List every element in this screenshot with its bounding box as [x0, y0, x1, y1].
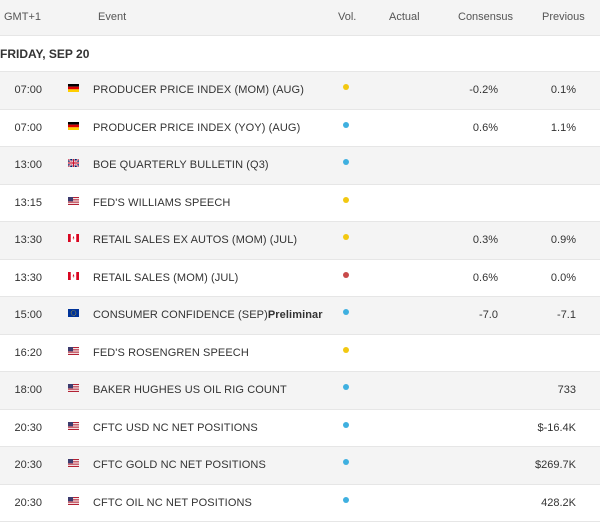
uk-flag: [68, 159, 79, 167]
event-name[interactable]: CONSUMER CONFIDENCE (SEP)Preliminar: [93, 309, 323, 321]
event-title: PRODUCER PRICE INDEX (MOM) (AUG): [93, 84, 304, 96]
volatility-low-icon: [343, 384, 349, 390]
header-vol: Vol.: [338, 11, 357, 23]
event-name[interactable]: RETAIL SALES EX AUTOS (MOM) (JUL): [93, 234, 297, 246]
date-group-header: FRIDAY, SEP 20: [0, 36, 600, 72]
table-row[interactable]: 13:15 FED'S WILLIAMS SPEECH: [0, 184, 600, 222]
table-row[interactable]: 15:00 CONSUMER CONFIDENCE (SEP)Preliminar…: [0, 297, 600, 335]
volatility-low-icon: [343, 421, 349, 428]
us-flag: [68, 421, 79, 430]
us-flag: [68, 384, 79, 392]
event-time: 07:00: [14, 121, 42, 134]
event-title: BOE QUARTERLY BULLETIN (Q3): [93, 159, 269, 171]
volatility-medium-icon: [343, 234, 349, 240]
event-name[interactable]: CFTC GOLD NC NET POSITIONS: [93, 459, 266, 471]
consensus-value: 0.3%: [472, 234, 498, 246]
date-label: FRIDAY, SEP 20: [0, 47, 90, 61]
eu-flag: [68, 309, 79, 317]
event-name[interactable]: PRODUCER PRICE INDEX (YOY) (AUG): [93, 122, 300, 134]
header-actual: Actual: [389, 11, 420, 23]
event-name[interactable]: BOE QUARTERLY BULLETIN (Q3): [93, 159, 269, 171]
event-title: CFTC OIL NC NET POSITIONS: [93, 496, 252, 509]
volatility-medium-icon: [343, 346, 349, 353]
event-title: CONSUMER CONFIDENCE (SEP): [93, 309, 268, 321]
header-timezone[interactable]: GMT+1: [4, 11, 41, 23]
table-row[interactable]: 20:30 CFTC OIL NC NET POSITIONS 428.2K: [0, 484, 600, 522]
event-time: 13:00: [14, 159, 42, 171]
previous-value: 0.9%: [550, 234, 576, 246]
previous-value: 428.2K: [541, 496, 576, 509]
canada-flag: [68, 271, 79, 280]
event-name[interactable]: CFTC USD NC NET POSITIONS: [93, 422, 258, 434]
previous-value: 733: [557, 384, 576, 396]
event-title: RETAIL SALES (MOM) (JUL): [93, 271, 239, 284]
germany-flag: [68, 84, 79, 92]
previous-value: 0.1%: [550, 84, 576, 96]
us-flag: [68, 496, 79, 505]
table-row[interactable]: 07:00 PRODUCER PRICE INDEX (MOM) (AUG) -0.…: [0, 72, 600, 110]
event-time: 15:00: [14, 309, 42, 321]
previous-value: -7.1: [557, 309, 576, 321]
event-time: 16:20: [14, 346, 42, 359]
header-consensus: Consensus: [458, 11, 514, 23]
consensus-value: 0.6%: [472, 271, 498, 284]
event-suffix: Preliminar: [267, 309, 323, 321]
table-row[interactable]: 13:30 RETAIL SALES (MOM) (JUL) 0.6% 0.0%: [0, 259, 600, 297]
previous-value: $269.7K: [535, 459, 576, 471]
volatility-low-icon: [343, 309, 349, 315]
event-time: 20:30: [14, 459, 42, 471]
consensus-value: -0.2%: [469, 84, 498, 96]
volatility-medium-icon: [343, 196, 349, 203]
us-flag: [68, 346, 79, 355]
previous-value: 0.0%: [550, 271, 576, 284]
event-title: FED'S ROSENGREN SPEECH: [93, 346, 249, 359]
table-row[interactable]: 07:00 PRODUCER PRICE INDEX (YOY) (AUG) 0.6…: [0, 109, 600, 147]
canada-flag: [68, 234, 79, 242]
event-title: CFTC USD NC NET POSITIONS: [93, 421, 258, 434]
consensus-value: -7.0: [479, 309, 498, 321]
event-title: CFTC GOLD NC NET POSITIONS: [93, 459, 266, 471]
volatility-high-icon: [343, 271, 349, 278]
event-time: 18:00: [14, 384, 42, 396]
previous-value: 1.1%: [550, 121, 576, 134]
us-flag: [68, 459, 79, 467]
table-row[interactable]: 18:00 BAKER HUGHES US OIL RIG COUNT 733: [0, 372, 600, 410]
event-name[interactable]: CFTC OIL NC NET POSITIONS: [93, 497, 252, 509]
event-name[interactable]: FED'S WILLIAMS SPEECH: [93, 197, 230, 209]
table-row[interactable]: 20:30 CFTC GOLD NC NET POSITIONS $269.7K: [0, 447, 600, 485]
consensus-value: 0.6%: [472, 121, 498, 134]
event-name[interactable]: FED'S ROSENGREN SPEECH: [93, 347, 249, 359]
event-time: 20:30: [14, 496, 42, 509]
table-row[interactable]: 20:30 CFTC USD NC NET POSITIONS $-16.4K: [0, 409, 600, 447]
event-time: 07:00: [14, 84, 42, 96]
table-header: GMT+1 Event Vol. Actual Consensus Previo…: [0, 0, 600, 36]
us-flag: [68, 196, 79, 205]
event-time: 20:30: [14, 421, 42, 434]
table-row[interactable]: 16:20 FED'S ROSENGREN SPEECH: [0, 334, 600, 372]
table-row[interactable]: 13:00 BOE QUARTERLY BULLETIN (Q3): [0, 147, 600, 185]
volatility-low-icon: [343, 159, 349, 165]
event-time: 13:15: [14, 196, 42, 209]
volatility-medium-icon: [343, 84, 349, 90]
header-previous: Previous: [542, 11, 585, 23]
volatility-low-icon: [343, 496, 349, 503]
previous-value: $-16.4K: [537, 421, 576, 434]
event-name[interactable]: PRODUCER PRICE INDEX (MOM) (AUG): [93, 84, 304, 96]
event-title: PRODUCER PRICE INDEX (YOY) (AUG): [93, 121, 301, 134]
event-title: BAKER HUGHES US OIL RIG COUNT: [93, 384, 287, 396]
event-time: 13:30: [14, 271, 42, 284]
volatility-low-icon: [343, 459, 349, 465]
event-title: RETAIL SALES EX AUTOS (MOM) (JUL): [93, 234, 298, 246]
table-row[interactable]: 13:30 RETAIL SALES EX AUTOS (MOM) (JUL) 0.…: [0, 222, 600, 260]
event-name[interactable]: BAKER HUGHES US OIL RIG COUNT: [93, 384, 287, 396]
volatility-low-icon: [343, 121, 349, 128]
event-title: FED'S WILLIAMS SPEECH: [93, 196, 231, 209]
germany-flag: [68, 121, 79, 130]
event-time: 13:30: [14, 234, 42, 246]
event-name[interactable]: RETAIL SALES (MOM) (JUL): [93, 272, 238, 284]
header-event: Event: [98, 11, 127, 23]
